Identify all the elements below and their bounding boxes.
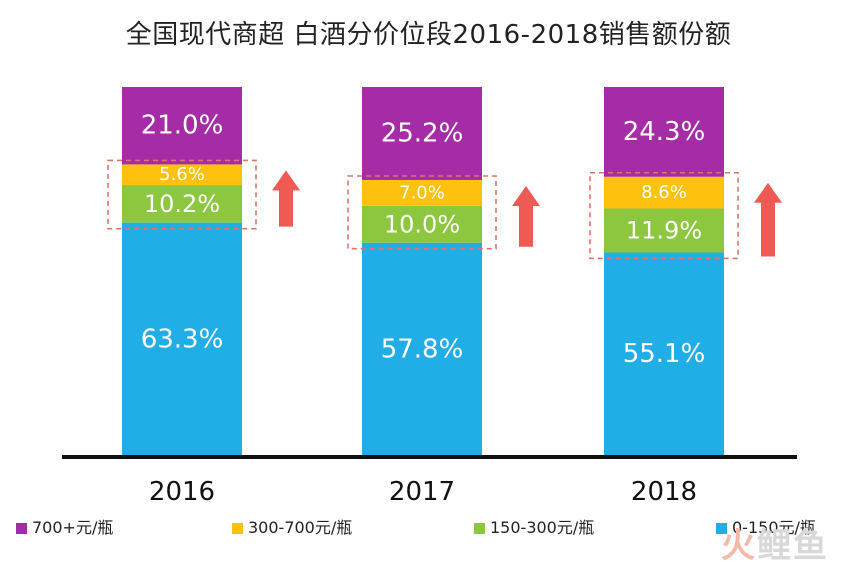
bar-segment-2017-300-700 — [362, 179, 482, 206]
up-arrow-icon-2016 — [272, 170, 300, 227]
data-label-2017-700: 25.2% — [381, 118, 464, 148]
data-label-2017-0-150: 57.8% — [381, 334, 464, 364]
bar-segment-2017-0-150 — [362, 242, 482, 456]
highlight-box-2016 — [107, 159, 257, 230]
watermark-part1: 火 — [721, 526, 757, 566]
legend-label-0-150: 0-150元/瓶 — [732, 518, 816, 537]
bar-segment-2017-150-300 — [362, 205, 482, 243]
bar-segment-2016-0-150 — [122, 222, 242, 456]
data-label-2016-0-150: 63.3% — [141, 324, 224, 354]
bar-segment-2017-700 — [362, 87, 482, 180]
x-tick-label-2017: 2017 — [389, 477, 455, 507]
chart-title: 全国现代商超 白酒分价位段2016-2018销售额份额 — [125, 20, 732, 50]
bar-segment-2018-300-700 — [604, 176, 724, 209]
up-arrow-icon-2018 — [754, 182, 782, 257]
x-tick-label-2016: 2016 — [149, 477, 215, 507]
legend-swatch-700 — [16, 523, 27, 534]
data-label-2016-700: 21.0% — [141, 111, 224, 141]
highlight-box-2018 — [589, 171, 739, 260]
bar-segment-2016-150-300 — [122, 185, 242, 223]
legend-label-150-300: 150-300元/瓶 — [490, 518, 594, 537]
watermark-logo: 火鲤鱼 — [721, 518, 829, 567]
legend-swatch-0-150 — [716, 523, 727, 534]
data-label-2018-700: 24.3% — [623, 117, 706, 147]
legend-label-700: 700+元/瓶 — [32, 518, 113, 537]
bar-segment-2018-0-150 — [604, 252, 724, 456]
data-label-2018-300-700: 8.6% — [641, 182, 687, 203]
watermark-part2: 鲤鱼 — [757, 526, 829, 566]
legend-swatch-300-700 — [232, 523, 243, 534]
x-tick-label-2018: 2018 — [631, 477, 697, 507]
bar-segment-2016-300-700 — [122, 164, 242, 186]
data-label-2016-300-700: 5.6% — [159, 164, 205, 185]
data-label-2018-0-150: 55.1% — [623, 339, 706, 369]
highlight-box-2017 — [347, 175, 497, 250]
data-label-2017-150-300: 10.0% — [384, 210, 460, 238]
bar-segment-2018-150-300 — [604, 208, 724, 253]
legend-swatch-150-300 — [474, 523, 485, 534]
bar-segment-2016-700 — [122, 87, 242, 165]
data-label-2017-300-700: 7.0% — [399, 182, 445, 203]
legend-label-300-700: 300-700元/瓶 — [248, 518, 352, 537]
bar-segment-2018-700 — [604, 87, 724, 177]
up-arrow-icon-2017 — [512, 185, 540, 247]
data-label-2018-150-300: 11.9% — [626, 217, 702, 245]
data-label-2016-150-300: 10.2% — [144, 190, 220, 218]
